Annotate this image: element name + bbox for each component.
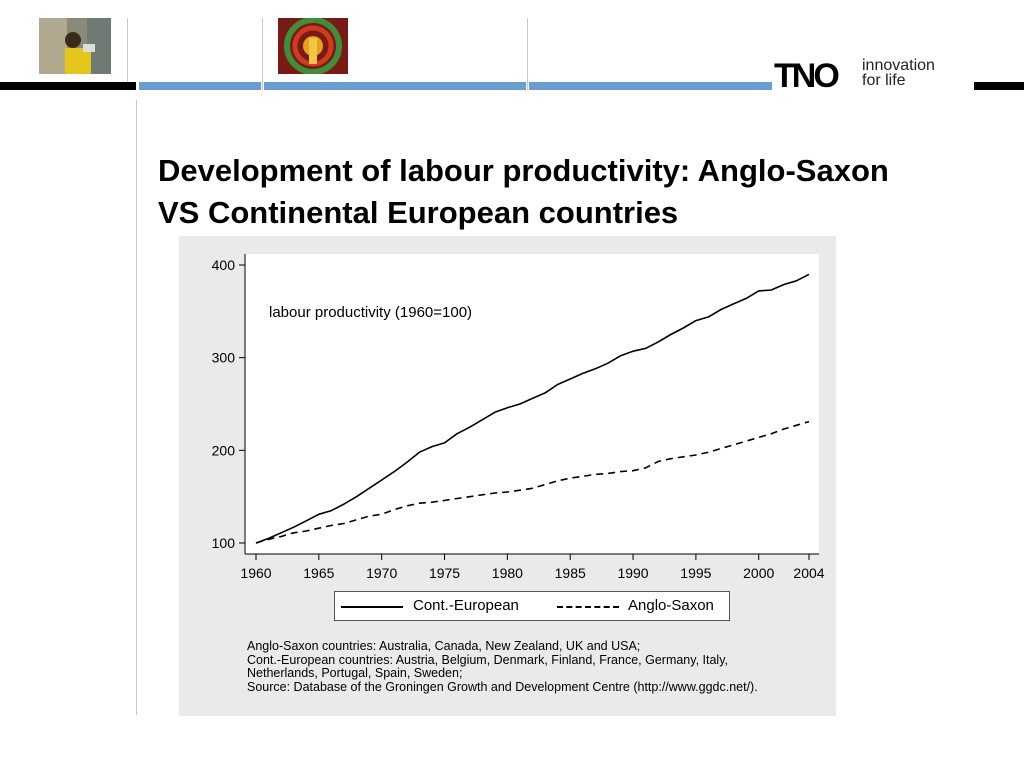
header-divider xyxy=(262,18,263,90)
x-tick-label: 1990 xyxy=(617,565,648,581)
x-tick-label: 1970 xyxy=(366,565,397,581)
series-line-cont-european xyxy=(255,273,810,544)
header-stripe-black xyxy=(0,82,136,90)
tno-logo: TNO innovation for life xyxy=(772,56,972,96)
tno-wordmark: TNO xyxy=(774,59,839,91)
tno-logo-mark: TNO xyxy=(774,57,858,96)
header-stripe-blue xyxy=(264,82,526,90)
x-tick-label: 2004 xyxy=(793,565,824,581)
legend-swatch-dashed xyxy=(557,606,619,608)
footnote-line: Cont.-European countries: Austria, Belgi… xyxy=(247,652,728,667)
header-divider xyxy=(527,18,528,90)
chart-inner-label: labour productivity (1960=100) xyxy=(269,304,472,321)
x-tick-label: 1965 xyxy=(303,565,334,581)
header-stripe-blue xyxy=(529,82,970,90)
chart-legend: Cont.-European Anglo-Saxon xyxy=(334,591,730,621)
legend-label-anglo-saxon: Anglo-Saxon xyxy=(628,597,714,614)
footnote-line: Source: Database of the Groningen Growth… xyxy=(247,679,758,694)
tagline-line-2: for life xyxy=(862,72,906,89)
slide-title: Development of labour productivity: Angl… xyxy=(158,150,998,234)
slide-title-line-2: VS Continental European countries xyxy=(158,195,679,230)
footnote-line: Netherlands, Portugal, Spain, Sweden; xyxy=(247,666,463,680)
x-tick-label: 1995 xyxy=(680,565,711,581)
y-tick-label: 300 xyxy=(212,350,236,366)
x-tick-label: 1980 xyxy=(492,565,523,581)
x-tick-label: 1985 xyxy=(555,565,586,581)
header-photo-person xyxy=(39,18,111,74)
left-margin-rule xyxy=(136,100,137,715)
x-tick-label: 1960 xyxy=(240,565,271,581)
header-photo-pattern xyxy=(278,18,348,74)
header-stripe-black xyxy=(974,82,1024,90)
series-line-anglo-saxon xyxy=(255,420,810,544)
footnote-line: Anglo-Saxon countries: Australia, Canada… xyxy=(247,639,641,653)
slide-header: TNO innovation for life xyxy=(0,0,1024,100)
y-tick-label: 200 xyxy=(212,442,236,458)
chart-figure: 100 200 300 400 1960 1965 1970 1975 1980 1985 1990… xyxy=(179,236,836,716)
legend-label-cont-european: Cont.-European xyxy=(413,597,519,614)
x-tick-label: 1975 xyxy=(429,565,460,581)
plot-area xyxy=(245,254,819,554)
tagline-line-1: innovation xyxy=(862,57,935,74)
y-tick-label: 400 xyxy=(212,257,236,273)
header-stripe-blue xyxy=(139,82,261,90)
tno-tagline: innovation for life xyxy=(862,57,935,89)
line-chart: 100 200 300 400 1960 1965 1970 1975 1980 1985 1990… xyxy=(212,254,825,581)
legend-swatch-solid xyxy=(341,606,403,608)
header-divider xyxy=(127,18,128,90)
x-tick-label: 2000 xyxy=(743,565,774,581)
chart-footnote: Anglo-Saxon countries: Australia, Canada… xyxy=(247,639,827,694)
slide-title-line-1: Development of labour productivity: Angl… xyxy=(158,153,889,188)
y-tick-label: 100 xyxy=(212,535,236,551)
